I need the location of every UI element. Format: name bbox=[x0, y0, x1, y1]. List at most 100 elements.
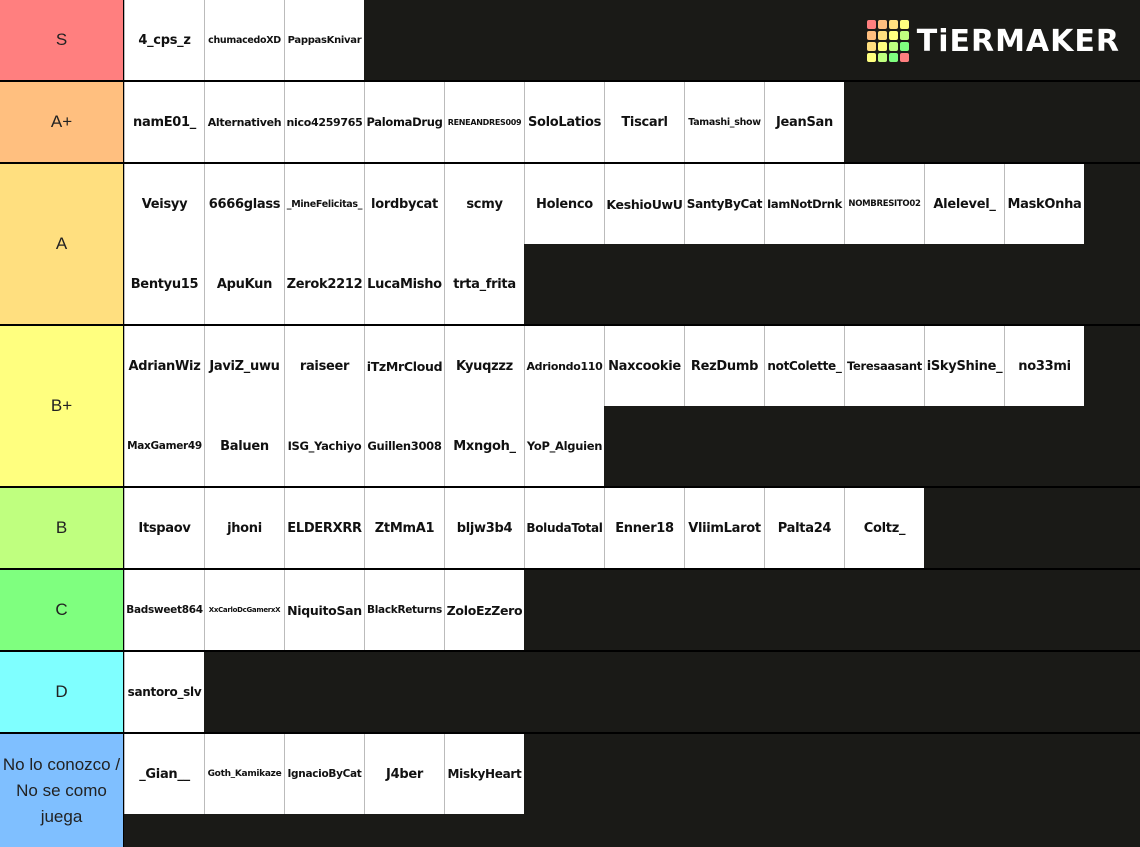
tier-item[interactable]: RezDumb bbox=[684, 326, 764, 406]
tier-item[interactable]: ApuKun bbox=[204, 244, 284, 324]
tier-item[interactable]: Coltz_ bbox=[844, 488, 924, 568]
tier-item[interactable]: Guillen3008 bbox=[364, 406, 444, 486]
tier-items: _Gian__ Goth_Kamikaze IgnacioByCat J4ber Mis… bbox=[124, 734, 1084, 847]
tier-item-label: NiquitoSan bbox=[287, 602, 362, 618]
tier-item-label: iTzMrCloud bbox=[366, 358, 443, 374]
tier-item[interactable]: santoro_slv bbox=[124, 652, 204, 732]
tier-item[interactable]: chumacedoXD bbox=[204, 0, 284, 80]
tier-item-label: ApuKun bbox=[216, 276, 273, 292]
tier-item[interactable]: RENEANDRES009 bbox=[444, 82, 524, 162]
tier-item[interactable]: MiskyHeart bbox=[444, 734, 524, 814]
tier-item[interactable]: NiquitoSan bbox=[284, 570, 364, 650]
tier-item[interactable]: XxCarloDcGamerxX bbox=[204, 570, 284, 650]
tier-item[interactable]: Kyuqzzz bbox=[444, 326, 524, 406]
tier-item[interactable]: Badsweet864 bbox=[124, 570, 204, 650]
logo-square bbox=[866, 20, 876, 29]
tier-item[interactable]: NOMBRESITO02 bbox=[844, 164, 924, 244]
tiermaker-logo[interactable]: TiERMAKER bbox=[866, 20, 1120, 62]
logo-square bbox=[877, 42, 887, 51]
tier-item-label: KeshioUwU bbox=[606, 196, 683, 212]
tier-label[interactable]: D bbox=[0, 652, 124, 732]
tier-item-label: BoludaTotal bbox=[526, 521, 603, 535]
logo-square bbox=[888, 42, 898, 51]
tier-item[interactable]: Bentyu15 bbox=[124, 244, 204, 324]
tier-label[interactable]: C bbox=[0, 570, 124, 650]
tier-item[interactable]: Alternativeh bbox=[204, 82, 284, 162]
tier-item[interactable]: Goth_Kamikaze bbox=[204, 734, 284, 814]
tier-item[interactable]: Zerok2212 bbox=[284, 244, 364, 324]
tier-item-label: Teresaasant bbox=[847, 359, 922, 373]
tier-label[interactable]: S bbox=[0, 0, 124, 80]
tier-item-label: Mxngoh_ bbox=[453, 438, 516, 454]
tier-item[interactable]: scmy bbox=[444, 164, 524, 244]
tier-item-label: MaskOnha bbox=[1007, 196, 1082, 212]
tier-item[interactable]: Teresaasant bbox=[844, 326, 924, 406]
tier-items: Veisyy 6666glass _MineFelicitas_ lordbycat s… bbox=[124, 164, 1084, 324]
tier-item-label: Tiscarl bbox=[621, 114, 668, 130]
tier-item[interactable]: BoludaTotal bbox=[524, 488, 604, 568]
tier-item[interactable]: _MineFelicitas_ bbox=[284, 164, 364, 244]
tier-item[interactable]: ISG_Yachiyo bbox=[284, 406, 364, 486]
tier-item[interactable]: JeanSan bbox=[764, 82, 844, 162]
tier-item[interactable]: no33mi bbox=[1004, 326, 1084, 406]
tier-item[interactable]: Mxngoh_ bbox=[444, 406, 524, 486]
tier-item[interactable]: Naxcookie bbox=[604, 326, 684, 406]
tier-item[interactable]: bljw3b4 bbox=[444, 488, 524, 568]
tier-item[interactable]: Baluen bbox=[204, 406, 284, 486]
tier-item[interactable]: AdrianWiz bbox=[124, 326, 204, 406]
tier-item[interactable]: iSkyShine_ bbox=[924, 326, 1004, 406]
tier-item[interactable]: lordbycat bbox=[364, 164, 444, 244]
tier-item[interactable]: PalomaDrug bbox=[364, 82, 444, 162]
tier-item[interactable]: notColette_ bbox=[764, 326, 844, 406]
tier-item[interactable]: 6666glass bbox=[204, 164, 284, 244]
tier-label[interactable]: A bbox=[0, 164, 124, 324]
tier-item[interactable]: MaskOnha bbox=[1004, 164, 1084, 244]
tier-item-label: LucaMisho bbox=[367, 276, 442, 292]
tier-item[interactable]: Holenco bbox=[524, 164, 604, 244]
tier-item[interactable]: namE01_ bbox=[124, 82, 204, 162]
tier-item[interactable]: trta_frita bbox=[444, 244, 524, 324]
tier-item[interactable]: SoloLatios bbox=[524, 82, 604, 162]
tier-item[interactable]: VliimLarot bbox=[684, 488, 764, 568]
tier-item[interactable]: YoP_Alguien bbox=[524, 406, 604, 486]
tier-item[interactable]: JaviZ_uwu bbox=[204, 326, 284, 406]
tier-item[interactable]: Alelevel_ bbox=[924, 164, 1004, 244]
tier-item[interactable]: LucaMisho bbox=[364, 244, 444, 324]
tier-item[interactable]: KeshioUwU bbox=[604, 164, 684, 244]
tier-item[interactable]: Palta24 bbox=[764, 488, 844, 568]
tier-item-label: Tamashi_show bbox=[688, 116, 761, 128]
tier-item[interactable]: J4ber bbox=[364, 734, 444, 814]
tier-item[interactable]: MaxGamer49 bbox=[124, 406, 204, 486]
logo-square bbox=[877, 53, 887, 62]
tier-item[interactable]: ELDERXRR bbox=[284, 488, 364, 568]
tier-item[interactable]: Tamashi_show bbox=[684, 82, 764, 162]
tier-item[interactable]: IamNotDrnk bbox=[764, 164, 844, 244]
tier-item[interactable]: nico4259765 bbox=[284, 82, 364, 162]
tier-item[interactable]: ZtMmA1 bbox=[364, 488, 444, 568]
tier-label[interactable]: B+ bbox=[0, 326, 124, 486]
tier-item[interactable]: Tiscarl bbox=[604, 82, 684, 162]
tier-item[interactable]: raiseer bbox=[284, 326, 364, 406]
tier-item[interactable]: Adriondo110 bbox=[524, 326, 604, 406]
tier-item-label: Enner18 bbox=[615, 520, 674, 536]
tier-item[interactable]: ZoloEzZero bbox=[444, 570, 524, 650]
tier-item-label: Adriondo110 bbox=[526, 359, 603, 373]
tier-item[interactable]: Enner18 bbox=[604, 488, 684, 568]
tier-item-label: MiskyHeart bbox=[447, 767, 522, 781]
tier-label[interactable]: A+ bbox=[0, 82, 124, 162]
tier-item[interactable]: Veisyy bbox=[124, 164, 204, 244]
tier-item[interactable]: 4_cps_z bbox=[124, 0, 204, 80]
tier-item-label: Holenco bbox=[536, 196, 593, 212]
tier-label[interactable]: B bbox=[0, 488, 124, 568]
tier-item[interactable]: iTzMrCloud bbox=[364, 326, 444, 406]
logo-grid-icon bbox=[866, 20, 909, 62]
tier-item[interactable]: _Gian__ bbox=[124, 734, 204, 814]
tier-item[interactable]: Itspaov bbox=[124, 488, 204, 568]
tier-item[interactable]: IgnacioByCat bbox=[284, 734, 364, 814]
tier-label[interactable]: No lo conozco / No se como juega bbox=[0, 734, 124, 847]
tier-item[interactable]: BlackReturns bbox=[364, 570, 444, 650]
tier-item[interactable]: PappasKnivar bbox=[284, 0, 364, 80]
tier-item[interactable]: SantyByCat bbox=[684, 164, 764, 244]
tier-item[interactable]: jhoni bbox=[204, 488, 284, 568]
